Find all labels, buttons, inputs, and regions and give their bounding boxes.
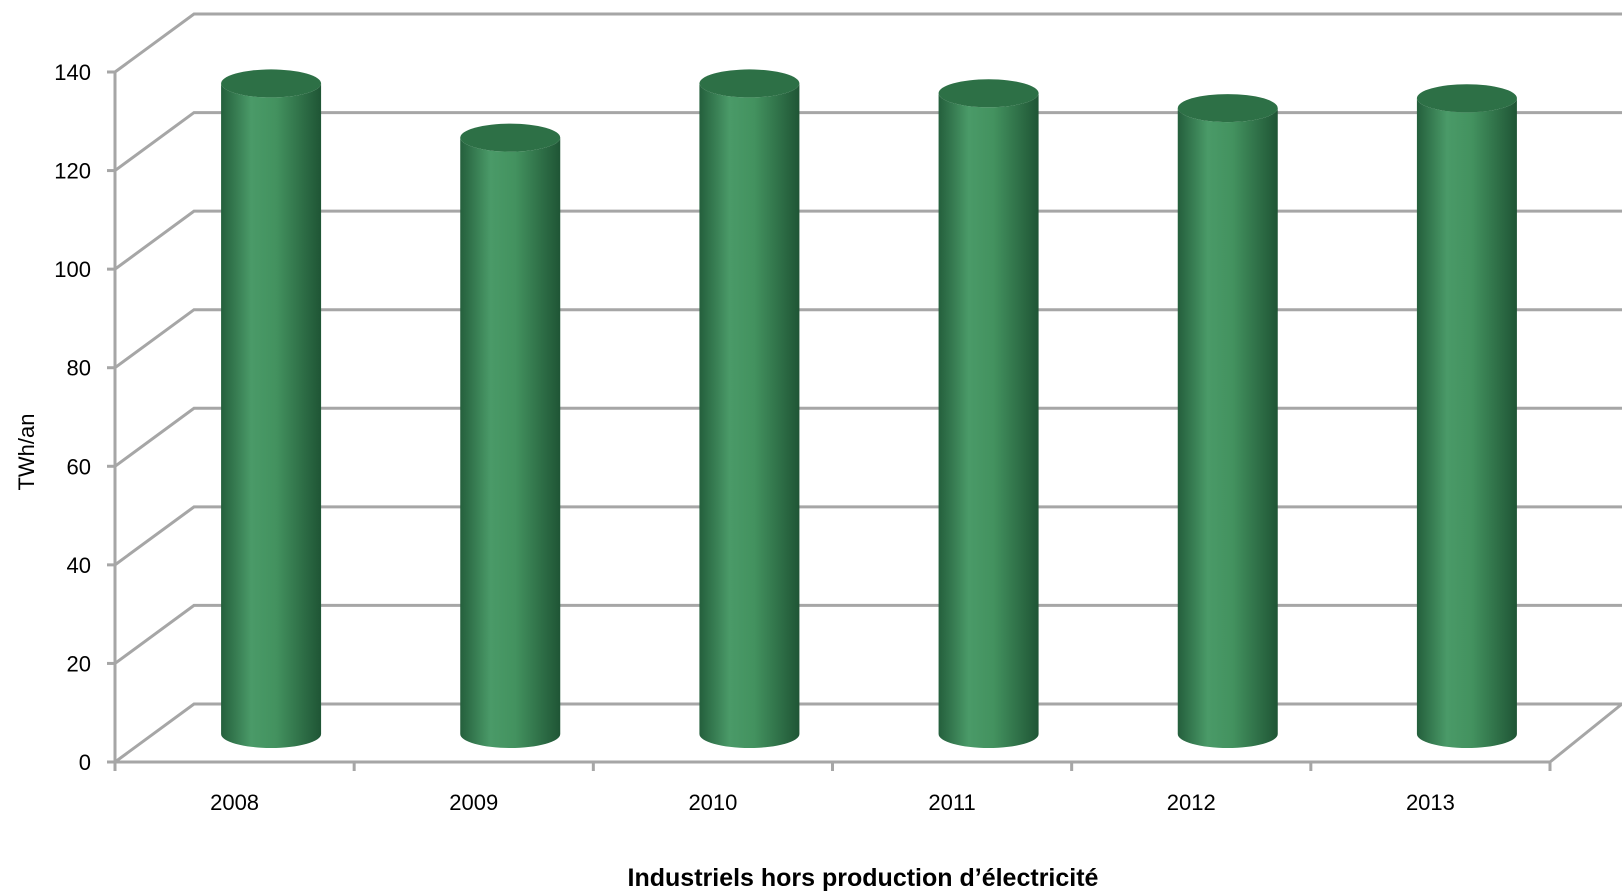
x-tick-labels: 2008 2009 2010 2011 2012 2013 (113, 762, 1552, 815)
y-tick-label: 20 (67, 651, 91, 676)
y-tick-label: 140 (54, 60, 91, 85)
bar-body (221, 83, 322, 748)
y-tick-label: 80 (67, 356, 91, 381)
bar (460, 123, 561, 749)
bar-body (699, 83, 800, 748)
y-tick-label: 60 (67, 454, 91, 479)
gridline (114, 603, 1622, 665)
bar-top (1177, 94, 1278, 123)
x-tick-label: 2009 (449, 790, 498, 815)
gridline (114, 111, 1622, 172)
gridline (114, 505, 1622, 567)
bar-body (1416, 98, 1517, 748)
bar (221, 69, 322, 748)
x-tick-label: 2011 (928, 790, 975, 815)
bars (221, 69, 1517, 749)
bar-body (938, 93, 1039, 749)
gridlines (113, 12, 1622, 764)
bar-top (938, 79, 1039, 108)
x-tick-label: 2012 (1167, 790, 1216, 815)
x-tick-label: 2013 (1406, 790, 1455, 815)
bar (1177, 94, 1278, 749)
x-axis-title: Industriels hors production d’électricit… (628, 864, 1099, 892)
bar-top (699, 69, 800, 98)
y-tick-label: 0 (79, 750, 91, 775)
gridline (114, 12, 1622, 74)
bar-body (1177, 108, 1278, 749)
gridline (114, 308, 1622, 369)
y-tick-label: 120 (54, 159, 91, 184)
y-tick-labels: 0 20 40 60 80 100 120 140 (54, 60, 115, 775)
bar-top (460, 123, 561, 152)
bar (1416, 84, 1517, 748)
floor-edge (1549, 702, 1622, 764)
bar-body (460, 137, 561, 749)
y-axis-title: TWh/an (14, 413, 39, 490)
gridline (114, 209, 1622, 271)
bar (699, 69, 800, 748)
x-tick-label: 2010 (688, 790, 737, 815)
gridline (114, 702, 1622, 764)
y-tick-label: 100 (54, 257, 91, 282)
gridline (114, 406, 1622, 468)
y-tick-label: 40 (67, 553, 91, 578)
bar-top (221, 69, 322, 98)
bar-top (1416, 84, 1517, 113)
bar (938, 79, 1039, 749)
x-tick-label: 2008 (210, 790, 259, 815)
